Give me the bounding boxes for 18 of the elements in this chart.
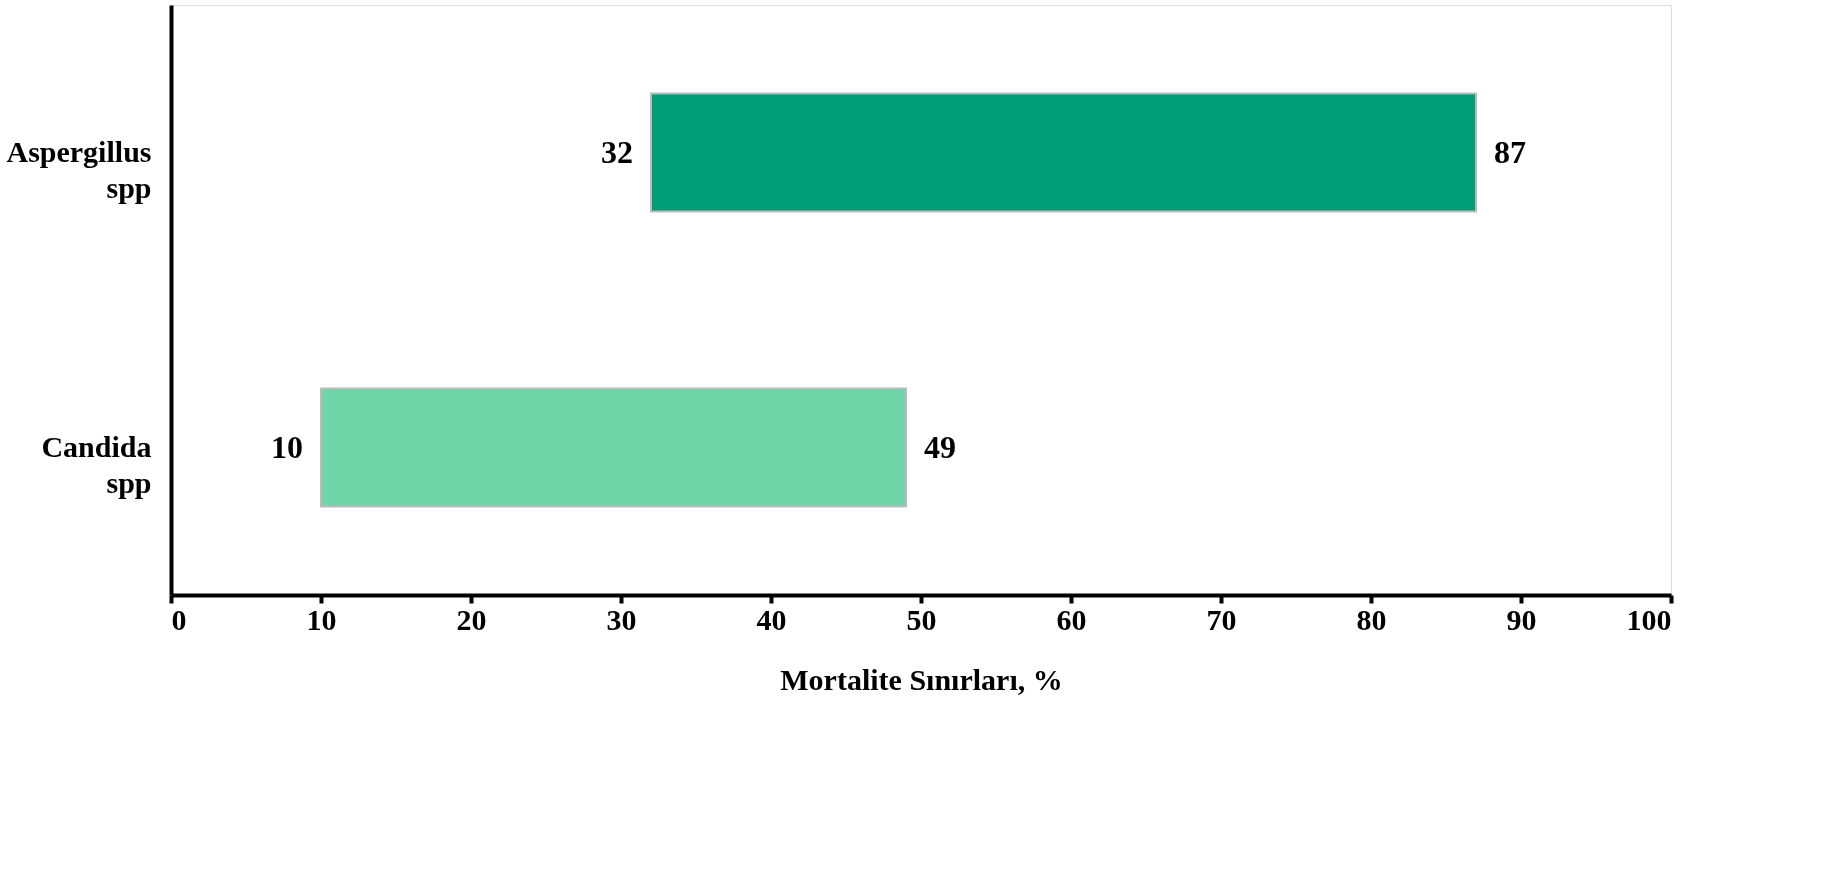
y-tick-label: Aspergillus spp	[6, 134, 152, 204]
x-tick-label: 100	[1626, 602, 1672, 636]
annotation: 49	[924, 428, 956, 465]
annotation: 32	[601, 133, 633, 170]
x-tick-label: 20	[456, 602, 487, 636]
annotation: 10	[271, 428, 303, 465]
y-tick-label: Candida spp	[41, 429, 152, 499]
x-tick-label: 0	[171, 602, 187, 636]
x-tick-label: 60	[1056, 602, 1087, 636]
x-tick-label: 30	[606, 602, 637, 636]
annotation: 87	[1494, 133, 1526, 170]
x-tick-label: 50	[906, 602, 937, 636]
x-tick-label: 80	[1356, 602, 1387, 636]
x-axis-title: Mortalite Sınırları, %	[780, 662, 1063, 696]
x-tick-label: 10	[306, 602, 337, 636]
x-tick-label: 90	[1506, 602, 1537, 636]
x-tick-label: 70	[1206, 602, 1237, 636]
x-tick-label: 40	[756, 602, 787, 636]
